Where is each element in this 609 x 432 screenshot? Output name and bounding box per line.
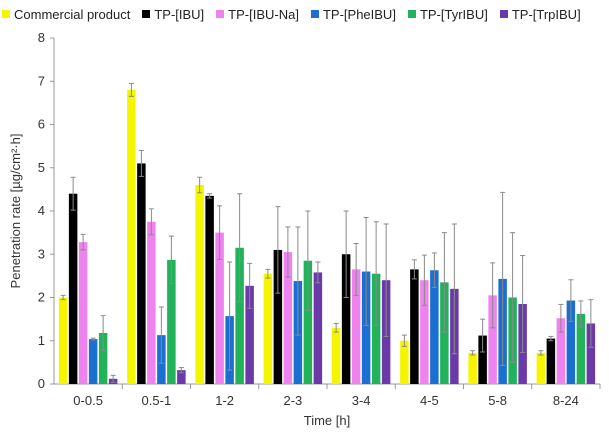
bar xyxy=(263,273,273,384)
y-tick-label: 7 xyxy=(38,73,45,88)
x-tick-label: 0.5-1 xyxy=(142,393,172,408)
legend-label: TP-[IBU-Na] xyxy=(228,6,299,22)
bar xyxy=(371,273,381,384)
bar xyxy=(586,323,596,384)
x-tick-label: 0-0.5 xyxy=(73,393,103,408)
bar xyxy=(245,285,254,384)
bar xyxy=(331,327,341,384)
legend-label: TP-[TrpIBU] xyxy=(511,6,581,22)
bar xyxy=(566,300,576,384)
bar xyxy=(430,270,439,384)
y-tick-label: 2 xyxy=(38,290,45,305)
bar xyxy=(546,338,556,384)
x-tick-label: 1-2 xyxy=(215,393,234,408)
legend-swatch xyxy=(310,10,319,18)
bar xyxy=(283,252,293,384)
error-bars xyxy=(60,82,594,383)
x-tick-label: 2-3 xyxy=(283,393,302,408)
y-tick-label: 0 xyxy=(38,376,45,391)
bar xyxy=(205,195,214,384)
y-tick-label: 6 xyxy=(38,117,45,132)
bar xyxy=(303,260,313,384)
x-axis-title: Time [h] xyxy=(304,413,350,428)
legend-label: Commercial product xyxy=(14,6,131,22)
legend-item: TP-[IBU] xyxy=(142,7,204,22)
bar xyxy=(400,340,409,384)
bars xyxy=(58,89,596,385)
bar xyxy=(58,297,68,384)
x-tick-label: 4-5 xyxy=(420,393,439,408)
legend-item: Commercial product xyxy=(2,7,130,22)
legend-item: TP-[PheIBU] xyxy=(310,6,396,22)
bar xyxy=(98,332,108,384)
bar xyxy=(167,259,176,384)
legend-item: TP-[IBU-Na] xyxy=(216,7,299,22)
y-axis-title: Penetration rate [µg/cm²·h] xyxy=(8,134,23,289)
bar xyxy=(536,352,546,384)
bar xyxy=(410,269,419,384)
bar xyxy=(440,282,449,384)
bar xyxy=(576,313,586,384)
legend-swatch xyxy=(142,10,151,18)
legend-swatch xyxy=(2,10,10,18)
legend-label: TP-[IBU] xyxy=(154,6,205,22)
legend-swatch xyxy=(499,10,508,18)
bar xyxy=(177,370,186,384)
bar xyxy=(235,247,244,384)
legend-swatch xyxy=(216,10,225,18)
bar xyxy=(313,272,323,384)
bar xyxy=(195,185,204,384)
legend-label: TP-[PheIBU] xyxy=(322,6,396,22)
legend-item: TP-[TyrIBU] xyxy=(407,6,488,22)
bar xyxy=(351,269,361,384)
bar xyxy=(468,352,477,384)
y-tick-label: 4 xyxy=(38,203,45,218)
bar xyxy=(420,280,429,384)
bar xyxy=(88,339,98,384)
legend-label: TP-[TyrIBU] xyxy=(419,6,488,22)
bar xyxy=(273,249,283,384)
bar xyxy=(127,89,136,385)
x-tick-label: 8-24 xyxy=(553,393,579,408)
y-tick-label: 3 xyxy=(38,246,45,261)
bar xyxy=(215,232,224,384)
bar xyxy=(556,318,566,384)
bar xyxy=(78,242,88,384)
legend-item: TP-[TrpIBU] xyxy=(499,6,581,22)
x-tick-label: 5-8 xyxy=(488,393,507,408)
bar xyxy=(137,163,146,384)
y-tick-label: 8 xyxy=(38,30,45,45)
legend-swatch xyxy=(407,10,416,18)
bar xyxy=(147,221,156,384)
y-tick-label: 5 xyxy=(38,160,45,175)
y-tick-label: 1 xyxy=(38,333,45,348)
tick-labels: 0 1 2 3 4 5 6 7 8 0-0.5 0.5-1 1-2 2-3 3-4 4-5 5-8 8-24 xyxy=(38,30,579,408)
bar xyxy=(68,193,78,384)
bar xyxy=(488,295,497,384)
bar xyxy=(341,254,351,384)
x-tick-label: 3-4 xyxy=(352,393,371,408)
bar xyxy=(478,335,487,384)
legend: Commercial product TP-[IBU] TP-[IBU-Na] TP-… xyxy=(2,3,609,25)
bar xyxy=(361,271,371,384)
